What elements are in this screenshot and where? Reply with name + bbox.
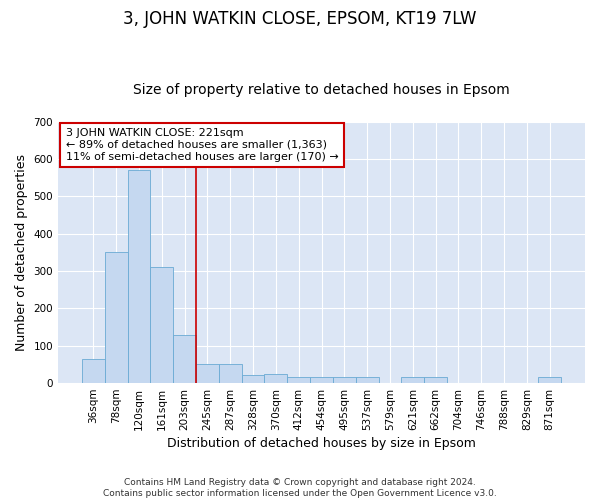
Bar bbox=[173, 336, 196, 383]
Bar bbox=[310, 378, 333, 383]
Text: Contains HM Land Registry data © Crown copyright and database right 2024.
Contai: Contains HM Land Registry data © Crown c… bbox=[103, 478, 497, 498]
X-axis label: Distribution of detached houses by size in Epsom: Distribution of detached houses by size … bbox=[167, 437, 476, 450]
Bar bbox=[265, 374, 287, 383]
Bar bbox=[356, 378, 379, 383]
Bar bbox=[82, 359, 105, 383]
Bar bbox=[401, 378, 424, 383]
Bar bbox=[424, 378, 447, 383]
Bar bbox=[105, 252, 128, 383]
Bar bbox=[151, 268, 173, 383]
Text: 3, JOHN WATKIN CLOSE, EPSOM, KT19 7LW: 3, JOHN WATKIN CLOSE, EPSOM, KT19 7LW bbox=[123, 10, 477, 28]
Title: Size of property relative to detached houses in Epsom: Size of property relative to detached ho… bbox=[133, 83, 510, 97]
Bar bbox=[242, 375, 265, 383]
Bar bbox=[196, 364, 219, 383]
Bar bbox=[538, 378, 561, 383]
Bar bbox=[287, 378, 310, 383]
Bar bbox=[219, 364, 242, 383]
Bar bbox=[128, 170, 151, 383]
Text: 3 JOHN WATKIN CLOSE: 221sqm
← 89% of detached houses are smaller (1,363)
11% of : 3 JOHN WATKIN CLOSE: 221sqm ← 89% of det… bbox=[66, 128, 338, 162]
Y-axis label: Number of detached properties: Number of detached properties bbox=[15, 154, 28, 351]
Bar bbox=[333, 378, 356, 383]
